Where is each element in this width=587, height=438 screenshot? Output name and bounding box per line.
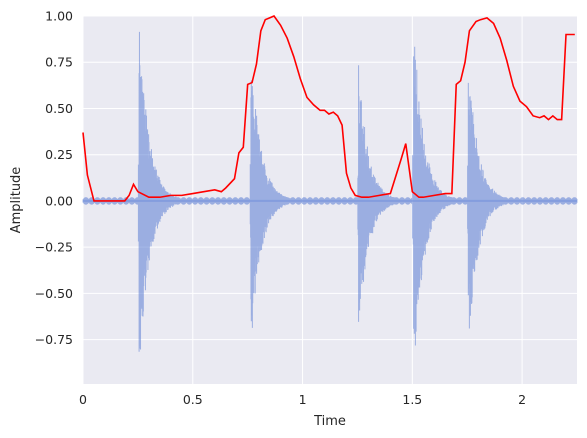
- x-tick-label: 1: [299, 392, 307, 407]
- waveform-trace: [82, 31, 578, 352]
- envelope-series-line: [82, 15, 575, 202]
- x-tick-label: 1.5: [402, 392, 422, 407]
- y-tick-label: −0.50: [35, 286, 73, 301]
- y-axis-label: Amplitude: [9, 167, 24, 234]
- y-tick-label: 0.00: [45, 193, 73, 208]
- y-tick-label: 0.50: [45, 101, 73, 116]
- y-tick-labels: −0.75 −0.50 −0.25 0.00 0.25 0.50 0.75 1.00: [35, 9, 73, 348]
- waveform-series: [82, 31, 578, 352]
- x-axis-label: Time: [313, 414, 346, 429]
- y-tick-label: −0.25: [35, 240, 73, 255]
- y-tick-label: 0.75: [45, 55, 73, 70]
- x-tick-labels: 0 0.5 1 1.5 2: [79, 392, 526, 407]
- x-tick-label: 2: [518, 392, 526, 407]
- plot-area: [82, 15, 578, 352]
- x-tick-label: 0: [79, 392, 87, 407]
- y-tick-label: 0.25: [45, 147, 73, 162]
- y-tick-label: −0.75: [35, 332, 73, 347]
- y-tick-label: 1.00: [45, 9, 73, 24]
- x-tick-label: 0.5: [183, 392, 203, 407]
